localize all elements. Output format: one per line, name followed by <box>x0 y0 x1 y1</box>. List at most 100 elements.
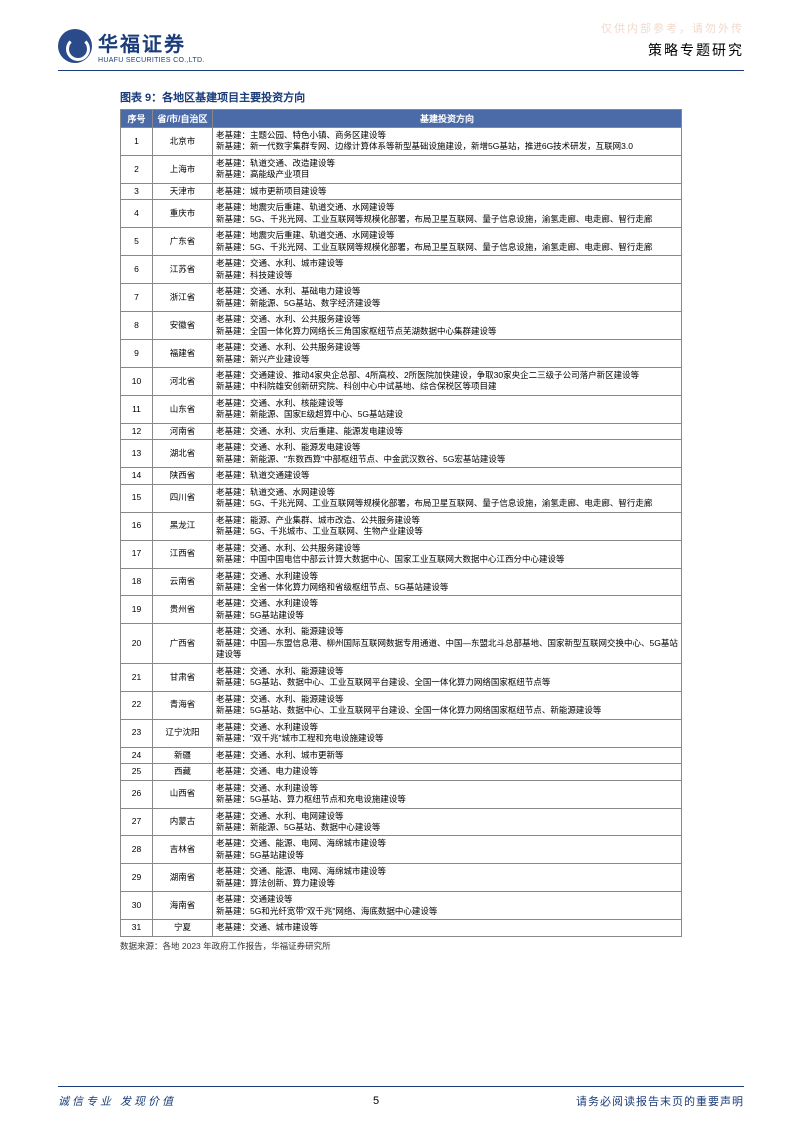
footer-disclaimer: 请务必阅读报告末页的重要声明 <box>576 1093 744 1109</box>
cell-index: 11 <box>121 395 153 423</box>
doc-type-label: 策略专题研究 <box>648 40 744 60</box>
content-area: 图表 9：各地区基建项目主要投资方向 序号 省/市/自治区 基建投资方向 1北京… <box>0 71 802 952</box>
cell-direction: 老基建：交通、水利建设等新基建：全省一体化算力网络和省级枢纽节点、5G基站建设等 <box>213 568 682 596</box>
watermark-text: 仅供内部参考，请勿外传 <box>601 20 744 36</box>
cell-region: 云南省 <box>153 568 213 596</box>
table-row: 31宁夏老基建：交通、城市建设等 <box>121 920 682 936</box>
cell-index: 8 <box>121 312 153 340</box>
table-row: 25西藏老基建：交通、电力建设等 <box>121 764 682 780</box>
cell-direction: 老基建：交通、水利、城市更新等 <box>213 747 682 763</box>
table-row: 9福建省老基建：交通、水利、公共服务建设等新基建：新兴产业建设等 <box>121 340 682 368</box>
table-row: 28吉林省老基建：交通、能源、电网、海绵城市建设等新基建：5G基站建设等 <box>121 836 682 864</box>
cell-direction: 老基建：交通、水利、能源建设等新基建：中国—东盟信息港、柳州国际互联网数据专用通… <box>213 624 682 663</box>
cell-index: 9 <box>121 340 153 368</box>
cell-region: 辽宁沈阳 <box>153 719 213 747</box>
cell-region: 广西省 <box>153 624 213 663</box>
table-row: 12河南省老基建：交通、水利、灾后重建、能源发电建设等 <box>121 423 682 439</box>
cell-region: 安徽省 <box>153 312 213 340</box>
table-row: 29湖南省老基建：交通、能源、电网、海绵城市建设等新基建：算法创新、算力建设等 <box>121 864 682 892</box>
th-direction: 基建投资方向 <box>213 110 682 128</box>
table-body: 1北京市老基建：主题公园、特色小镇、商务区建设等新基建：新一代数字集群专网、边缘… <box>121 128 682 937</box>
table-row: 4重庆市老基建：地震灾后重建、轨道交通、水网建设等新基建：5G、千兆光网、工业互… <box>121 200 682 228</box>
table-row: 2上海市老基建：轨道交通、改造建设等新基建：高能级产业项目 <box>121 155 682 183</box>
table-row: 6江苏省老基建：交通、水利、城市建设等新基建：科技建设等 <box>121 256 682 284</box>
table-row: 30海南省老基建：交通建设等新基建：5G和光纤宽带"双千兆"网络、海底数据中心建… <box>121 892 682 920</box>
cell-direction: 老基建：交通、水利、公共服务建设等新基建：全国一体化算力网络长三角国家枢纽节点芜… <box>213 312 682 340</box>
table-row: 22青海省老基建：交通、水利、能源建设等新基建：5G基站、数据中心、工业互联网平… <box>121 691 682 719</box>
cell-direction: 老基建：交通、能源、电网、海绵城市建设等新基建：算法创新、算力建设等 <box>213 864 682 892</box>
table-row: 26山西省老基建：交通、水利建设等新基建：5G基站、算力枢纽节点和充电设施建设等 <box>121 780 682 808</box>
cell-direction: 老基建：地震灾后重建、轨道交通、水网建设等新基建：5G、千兆光网、工业互联网等规… <box>213 228 682 256</box>
table-row: 20广西省老基建：交通、水利、能源建设等新基建：中国—东盟信息港、柳州国际互联网… <box>121 624 682 663</box>
cell-region: 湖北省 <box>153 440 213 468</box>
data-source: 数据来源：各地 2023 年政府工作报告，华福证券研究所 <box>120 940 682 952</box>
th-index: 序号 <box>121 110 153 128</box>
table-row: 23辽宁沈阳老基建：交通、水利建设等新基建："双千兆"城市工程和充电设施建设等 <box>121 719 682 747</box>
cell-direction: 老基建：交通、水利、公共服务建设等新基建：新兴产业建设等 <box>213 340 682 368</box>
table-row: 8安徽省老基建：交通、水利、公共服务建设等新基建：全国一体化算力网络长三角国家枢… <box>121 312 682 340</box>
table-row: 13湖北省老基建：交通、水利、能源发电建设等新基建：新能源、"东数西算"中部枢纽… <box>121 440 682 468</box>
table-row: 27内蒙古老基建：交通、水利、电网建设等新基建：新能源、5G基站、数据中心建设等 <box>121 808 682 836</box>
cell-region: 西藏 <box>153 764 213 780</box>
table-row: 3天津市老基建：城市更新项目建设等 <box>121 183 682 199</box>
logo: 华福证券 HUAFU SECURITIES CO.,LTD. <box>58 28 205 64</box>
table-row: 5广东省老基建：地震灾后重建、轨道交通、水网建设等新基建：5G、千兆光网、工业互… <box>121 228 682 256</box>
cell-direction: 老基建：交通、水利、灾后重建、能源发电建设等 <box>213 423 682 439</box>
cell-direction: 老基建：城市更新项目建设等 <box>213 183 682 199</box>
cell-direction: 老基建：交通、水利、能源建设等新基建：5G基站、数据中心、工业互联网平台建设、全… <box>213 663 682 691</box>
cell-index: 2 <box>121 155 153 183</box>
cell-index: 6 <box>121 256 153 284</box>
cell-direction: 老基建：交通、水利建设等新基建：5G基站建设等 <box>213 596 682 624</box>
cell-index: 13 <box>121 440 153 468</box>
cell-index: 27 <box>121 808 153 836</box>
cell-index: 1 <box>121 128 153 156</box>
cell-direction: 老基建：交通、水利、核能建设等新基建：新能源、国家E级超算中心、5G基站建设 <box>213 395 682 423</box>
cell-index: 28 <box>121 836 153 864</box>
cell-index: 12 <box>121 423 153 439</box>
cell-region: 青海省 <box>153 691 213 719</box>
cell-index: 17 <box>121 540 153 568</box>
cell-region: 河北省 <box>153 367 213 395</box>
cell-region: 江西省 <box>153 540 213 568</box>
cell-region: 北京市 <box>153 128 213 156</box>
cell-index: 3 <box>121 183 153 199</box>
cell-region: 黑龙江 <box>153 512 213 540</box>
table-row: 19贵州省老基建：交通、水利建设等新基建：5G基站建设等 <box>121 596 682 624</box>
cell-region: 山东省 <box>153 395 213 423</box>
cell-direction: 老基建：交通、电力建设等 <box>213 764 682 780</box>
cell-direction: 老基建：交通、城市建设等 <box>213 920 682 936</box>
table-row: 21甘肃省老基建：交通、水利、能源建设等新基建：5G基站、数据中心、工业互联网平… <box>121 663 682 691</box>
cell-region: 贵州省 <box>153 596 213 624</box>
logo-cn-text: 华福证券 <box>98 28 205 57</box>
cell-index: 24 <box>121 747 153 763</box>
cell-index: 20 <box>121 624 153 663</box>
cell-direction: 老基建：交通、水利、基础电力建设等新基建：新能源、5G基站、数字经济建设等 <box>213 284 682 312</box>
cell-region: 新疆 <box>153 747 213 763</box>
table-row: 11山东省老基建：交通、水利、核能建设等新基建：新能源、国家E级超算中心、5G基… <box>121 395 682 423</box>
cell-direction: 老基建：交通、能源、电网、海绵城市建设等新基建：5G基站建设等 <box>213 836 682 864</box>
cell-index: 26 <box>121 780 153 808</box>
table-row: 15四川省老基建：轨道交通、水网建设等新基建：5G、千兆光网、工业互联网等规模化… <box>121 484 682 512</box>
cell-direction: 老基建：轨道交通、水网建设等新基建：5G、千兆光网、工业互联网等规模化部署，布局… <box>213 484 682 512</box>
cell-index: 5 <box>121 228 153 256</box>
cell-region: 内蒙古 <box>153 808 213 836</box>
cell-index: 4 <box>121 200 153 228</box>
cell-index: 29 <box>121 864 153 892</box>
cell-region: 吉林省 <box>153 836 213 864</box>
cell-direction: 老基建：主题公园、特色小镇、商务区建设等新基建：新一代数字集群专网、边缘计算体系… <box>213 128 682 156</box>
cell-direction: 老基建：交通建设等新基建：5G和光纤宽带"双千兆"网络、海底数据中心建设等 <box>213 892 682 920</box>
table-row: 14陕西省老基建：轨道交通建设等 <box>121 468 682 484</box>
cell-index: 30 <box>121 892 153 920</box>
table-row: 1北京市老基建：主题公园、特色小镇、商务区建设等新基建：新一代数字集群专网、边缘… <box>121 128 682 156</box>
cell-region: 天津市 <box>153 183 213 199</box>
cell-region: 河南省 <box>153 423 213 439</box>
table-row: 10河北省老基建：交通建设、推动4家央企总部、4所高校、2所医院加快建设，争取3… <box>121 367 682 395</box>
cell-direction: 老基建：轨道交通、改造建设等新基建：高能级产业项目 <box>213 155 682 183</box>
footer-page-number: 5 <box>373 1095 379 1107</box>
cell-direction: 老基建：交通、水利、能源发电建设等新基建：新能源、"东数西算"中部枢纽节点、中金… <box>213 440 682 468</box>
cell-region: 上海市 <box>153 155 213 183</box>
table-row: 18云南省老基建：交通、水利建设等新基建：全省一体化算力网络和省级枢纽节点、5G… <box>121 568 682 596</box>
table-row: 7浙江省老基建：交通、水利、基础电力建设等新基建：新能源、5G基站、数字经济建设… <box>121 284 682 312</box>
cell-region: 海南省 <box>153 892 213 920</box>
cell-direction: 老基建：交通、水利、公共服务建设等新基建：中国中国电信中部云计算大数据中心、国家… <box>213 540 682 568</box>
